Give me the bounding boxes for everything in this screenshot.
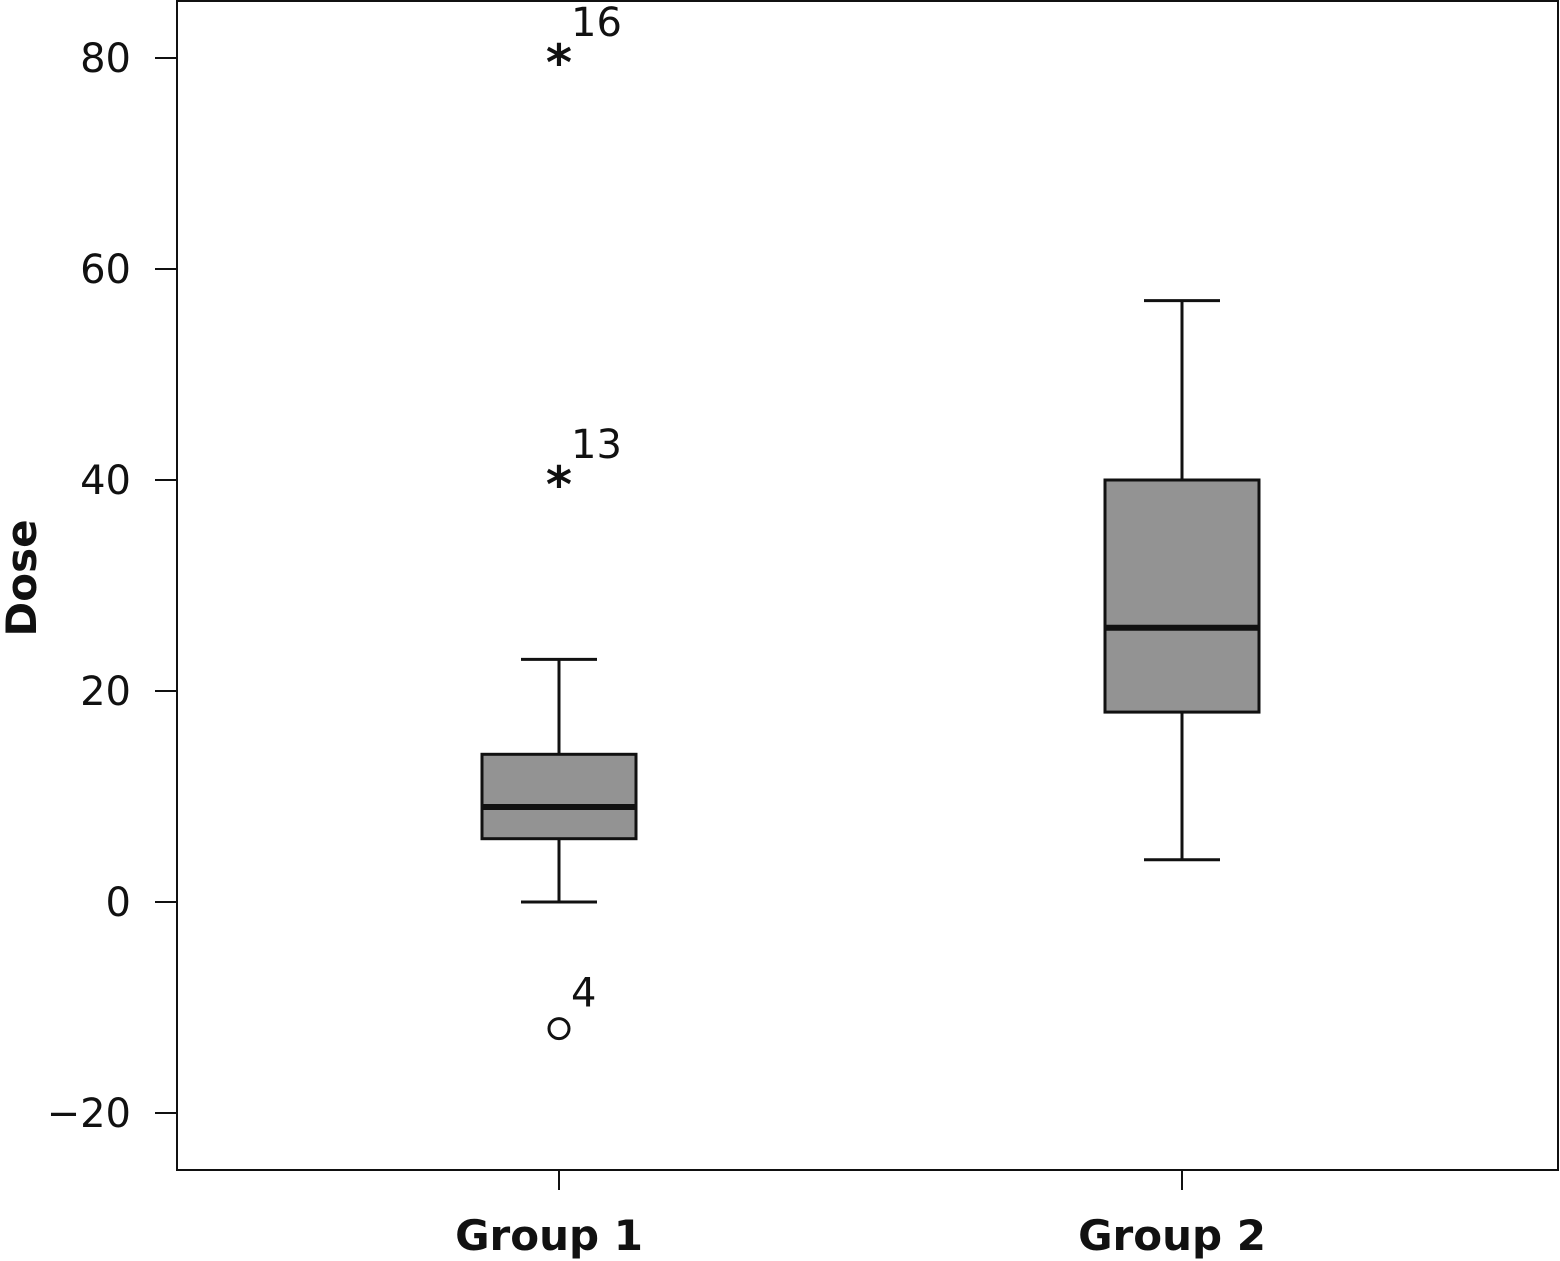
outlier-star: * [546,456,572,514]
outlier-circle [547,1017,571,1041]
x-tick-label: Group 2 [1078,1211,1266,1260]
outliers: 4*13*16 [546,0,622,1041]
boxes [480,299,1261,904]
y-tick-label: 0 [106,880,131,926]
box-iqr [1103,478,1261,714]
box-iqr [480,752,638,841]
outlier-label: 13 [571,422,622,468]
y-tick-label: 60 [80,247,131,293]
y-axis-title: Dose [0,519,46,636]
box-group [1103,299,1261,862]
y-tick-label: −20 [47,1091,131,1137]
y-tick-label: 20 [80,669,131,715]
outlier-star: * [546,34,572,92]
box-group [480,657,638,904]
y-tick-label: 80 [80,36,131,82]
x-tick-label: Group 1 [455,1211,643,1260]
outlier-label: 16 [571,0,622,46]
y-tick-label: 40 [80,458,131,504]
outlier-label: 4 [571,971,596,1017]
x-axis: Group 1 Group 2 [455,1170,1266,1260]
plot-frame [176,0,1559,1171]
y-axis: −20 0 20 40 60 80 [47,36,177,1137]
